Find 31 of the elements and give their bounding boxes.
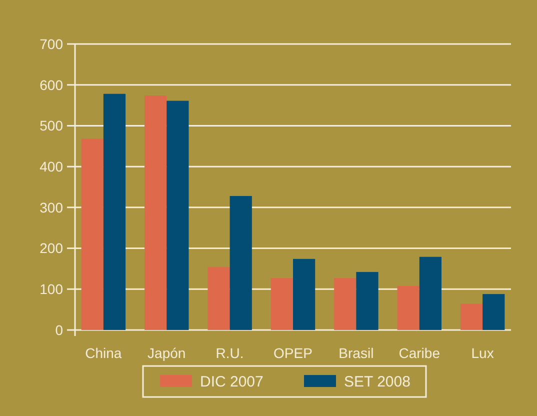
bar [166, 100, 189, 330]
bar [144, 95, 167, 330]
y-tick-label: 600 [40, 76, 64, 93]
bar [293, 258, 316, 330]
bar [81, 138, 104, 330]
bar [460, 304, 483, 330]
y-tick-label: 300 [40, 199, 64, 216]
bar [230, 196, 252, 330]
x-tick-label: China [85, 345, 122, 361]
y-tick-label: 700 [40, 36, 64, 52]
y-tick-label: 0 [55, 322, 64, 338]
x-tick-label: Brasil [338, 345, 374, 361]
x-tick-label: OPEP [274, 345, 312, 361]
bar [482, 294, 505, 330]
bar [103, 94, 126, 330]
x-tick-label: Japón [148, 345, 186, 361]
bar [397, 286, 420, 330]
x-tick-label: Caribe [398, 345, 440, 361]
bar [208, 267, 230, 330]
y-tick-label: 400 [40, 158, 64, 174]
bar [270, 278, 293, 330]
y-tick-label: 100 [40, 281, 64, 298]
x-tick-label: R.U. [216, 345, 244, 361]
y-tick-label: 200 [40, 240, 64, 256]
legend-label: DIC 2007 [200, 373, 264, 390]
y-tick-label: 500 [40, 118, 64, 134]
bar [419, 256, 442, 330]
bar [334, 278, 356, 330]
bar [356, 272, 378, 330]
x-tick-label: Lux [471, 345, 494, 361]
legend-label: SET 2008 [344, 373, 410, 390]
